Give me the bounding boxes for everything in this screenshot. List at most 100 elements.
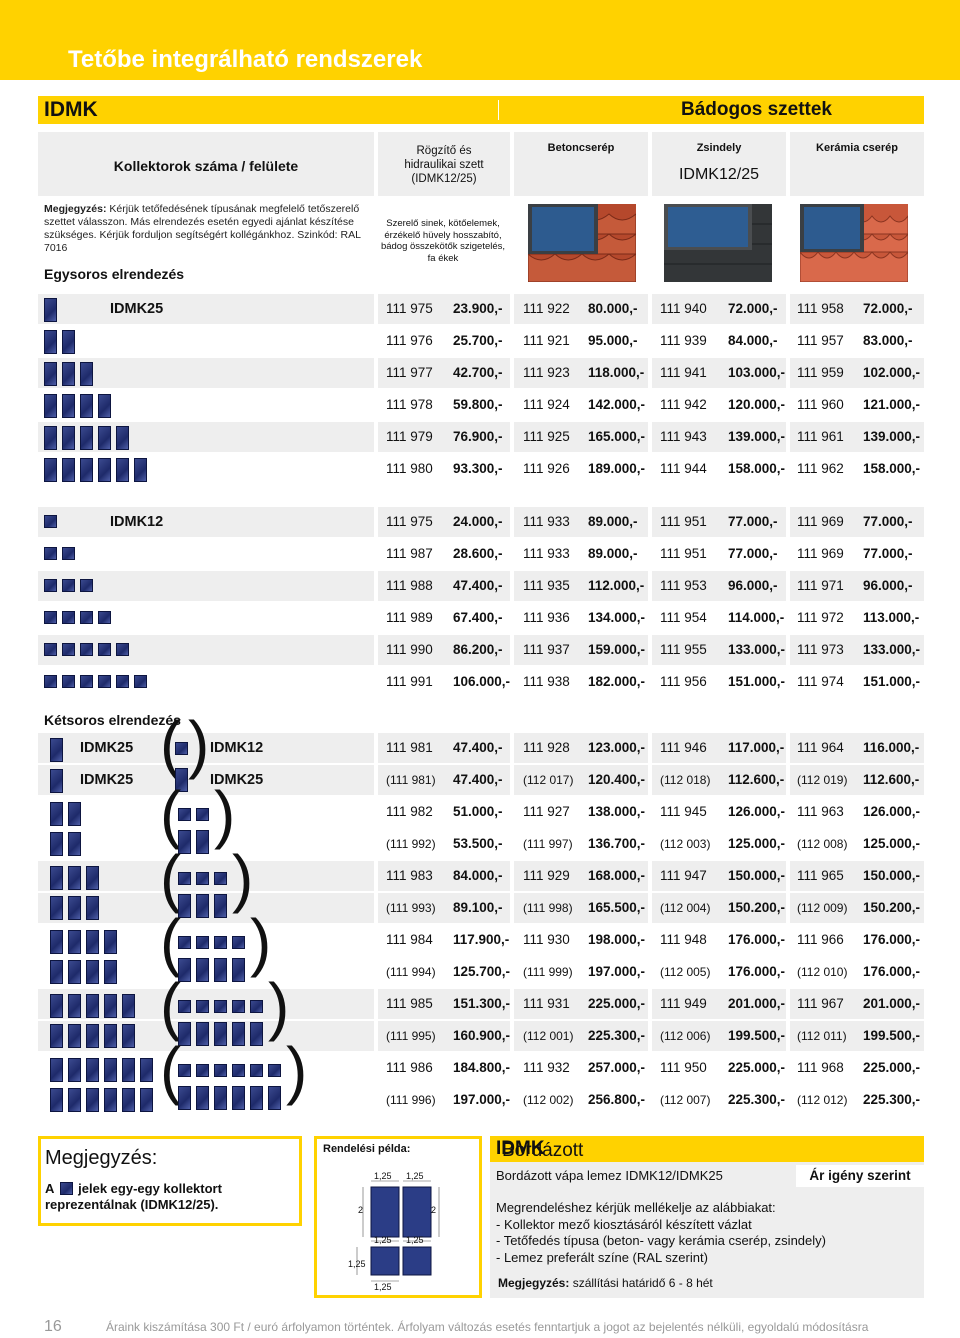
bv-subtitle: Bordázott vápa lemez IDMK12/IDMK25	[496, 1168, 723, 1183]
price-cell: 80.000,-	[588, 301, 638, 316]
price-cell: 150.000,-	[863, 868, 921, 883]
row-label: IDMK12	[110, 514, 164, 530]
price-cell: 77.000,-	[863, 514, 913, 529]
price-cell: 116.000,-	[863, 740, 920, 755]
price-cell: 225.300,-	[588, 1028, 646, 1043]
collector-panel-icon	[44, 362, 57, 386]
table-row: IDMK12 111 975 24.000,- 111 933 89.000,- 111 …	[38, 507, 924, 537]
collector-panel-icon	[134, 675, 147, 688]
legend-note-title: Megjegyzés:	[45, 1147, 158, 1169]
legend-note-a: A	[45, 1181, 54, 1196]
table-row: 111 979 76.900,- 111 925 165.000,- 111 943 13…	[38, 422, 924, 452]
product-code-cell: 111 940	[660, 301, 707, 316]
collector-panel-icon	[50, 832, 63, 856]
collector-panel-icon	[196, 958, 209, 982]
collector-panel-icon	[122, 1058, 135, 1082]
collector-panel-icon	[80, 643, 93, 656]
header-beton-label: Betoncserép	[547, 142, 615, 154]
row-label: IDMK25	[80, 740, 134, 756]
price-cell: 72.000,-	[728, 301, 778, 316]
price-cell: 84.000,-	[728, 333, 778, 348]
price-cell: 123.000,-	[588, 740, 646, 755]
single-row-title: Egysoros elrendezés	[44, 266, 185, 282]
product-code-cell: 111 925	[523, 429, 570, 444]
product-code-cell: 111 963	[797, 804, 844, 819]
price-cell: 198.000,-	[588, 932, 646, 947]
price-cell: 77.000,-	[863, 546, 913, 561]
collector-panel-icon	[44, 675, 57, 688]
product-code-cell: 111 951	[660, 514, 707, 529]
collector-panel-icon	[232, 958, 245, 982]
product-code-cell: 111 946	[660, 740, 707, 755]
price-cell: 112.000,-	[588, 578, 645, 593]
collector-panel-icon	[232, 1064, 245, 1077]
bv-title-b: IDMK	[496, 1138, 545, 1159]
collector-panel-icon	[232, 936, 245, 949]
collector-panel-icon	[178, 872, 191, 885]
product-code-cell: 111 982	[386, 804, 433, 819]
price-cell: 182.000,-	[588, 674, 646, 689]
collector-panel-icon	[44, 547, 57, 560]
header-mount: Rögzítő és hidraulikai szett (IDMK12/25)	[378, 132, 510, 196]
kerami-roof-image	[800, 204, 908, 282]
column-separator	[648, 132, 652, 1112]
collector-panel-icon	[178, 830, 191, 854]
collector-panel-icon	[62, 394, 75, 418]
price-cell: 197.000,-	[588, 964, 646, 979]
collector-panel-icon	[44, 394, 57, 418]
product-code-cell: (112 002)	[523, 1093, 574, 1107]
product-code-cell: 111 969	[797, 514, 844, 529]
price-cell: 136.700,-	[588, 836, 646, 851]
bracket-icon: )	[232, 842, 254, 914]
collector-layout	[44, 458, 152, 482]
price-cell: 158.000,-	[863, 461, 921, 476]
collector-panel-icon	[44, 298, 57, 322]
collector-panel-icon	[80, 362, 93, 386]
collector-panel-icon	[62, 362, 75, 386]
collector-panel-icon	[214, 958, 227, 982]
price-cell: 76.900,-	[453, 429, 503, 444]
row-label: IDMK25	[80, 772, 134, 788]
collector-panel-icon	[44, 330, 57, 354]
bv-price: Ár igény szerint	[796, 1165, 924, 1187]
dim-label: 2	[431, 1205, 437, 1215]
price-cell: 77.000,-	[728, 546, 778, 561]
collector-panel-icon	[98, 426, 111, 450]
row-label: IDMK25	[110, 301, 164, 317]
product-code-cell: 111 935	[523, 578, 570, 593]
price-cell: 89.000,-	[588, 514, 638, 529]
bracket-icon: (	[160, 778, 182, 850]
collector-panel-icon	[178, 894, 191, 918]
product-code-cell: 111 936	[523, 610, 570, 625]
collector-panel-icon	[98, 643, 111, 656]
product-code-cell: (112 009)	[797, 901, 848, 915]
product-code-cell: 111 923	[523, 365, 570, 380]
price-cell: 125.700,-	[453, 964, 511, 979]
note-body: Kérjük tetőfedésének típusának megfelelő…	[44, 203, 361, 254]
product-code-cell: 111 985	[386, 996, 433, 1011]
price-cell: 151.000,-	[863, 674, 921, 689]
collector-layout	[44, 675, 152, 697]
price-cell: 165.000,-	[588, 429, 646, 444]
product-code-cell: 111 960	[797, 397, 844, 412]
price-cell: 138.000,-	[588, 804, 646, 819]
column-separator	[786, 132, 790, 1112]
page-number: 16	[44, 1318, 62, 1335]
product-code-cell: 111 949	[660, 996, 707, 1011]
legend-note-body: A jelek egy-egy kollektort reprezentálna…	[45, 1181, 222, 1213]
product-code-cell: 111 927	[523, 804, 570, 819]
bv-line: - Kollektor mező kiosztásáról készített …	[496, 1216, 752, 1232]
table-row: 111 984 117.900,- 111 930 198.000,- 111 948 1…	[38, 925, 924, 955]
price-cell: 86.200,-	[453, 642, 503, 657]
collector-panel-icon	[80, 458, 93, 482]
collector-panel-icon	[62, 426, 75, 450]
product-code-cell: (112 003)	[660, 837, 711, 851]
product-code-cell: (111 999)	[523, 965, 573, 979]
legend-note-line2: reprezentálnak (IDMK12/25).	[45, 1197, 219, 1212]
product-code-cell: (112 006)	[660, 1029, 711, 1043]
price-cell: 28.600,-	[453, 546, 503, 561]
collector-panel-icon	[44, 579, 57, 592]
price-cell: 114.000,-	[728, 610, 785, 625]
dim-label: 1,25	[374, 1171, 392, 1181]
product-code-cell: (112 010)	[797, 965, 848, 979]
